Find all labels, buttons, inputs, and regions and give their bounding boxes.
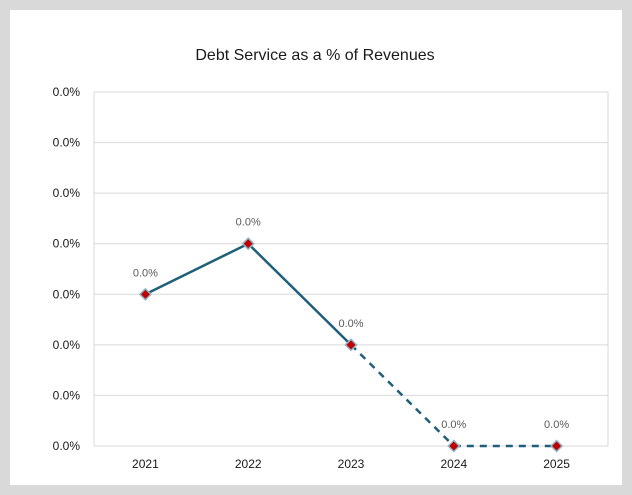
y-tick-label: 0.0% xyxy=(53,287,81,301)
chart-title: Debt Service as a % of Revenues xyxy=(195,47,434,64)
series-segment xyxy=(144,242,249,296)
data-labels: 0.0% 0.0% 0.0% 0.0% 0.0% xyxy=(133,217,569,431)
gridlines xyxy=(93,91,609,447)
y-tick-label: 0.0% xyxy=(53,439,81,453)
x-tick-label: 2024 xyxy=(440,457,467,471)
data-point-marker xyxy=(447,439,461,453)
series-segment xyxy=(247,242,352,346)
y-tick-label: 0.0% xyxy=(53,136,81,150)
x-tick-label: 2025 xyxy=(543,457,570,471)
x-axis-ticks: 2021 2022 2023 2024 2025 xyxy=(132,457,570,471)
plot-area-border xyxy=(93,91,609,447)
y-axis-ticks: 0.0% 0.0% 0.0% 0.0% 0.0% 0.0% 0.0% 0.0% xyxy=(53,85,81,453)
data-point-marker xyxy=(138,287,152,301)
data-label: 0.0% xyxy=(338,318,363,330)
chart-frame: Debt Service as a % of Revenues 0.0% 0.0%… xyxy=(10,10,622,485)
x-tick-label: 2021 xyxy=(132,457,159,471)
y-tick-label: 0.0% xyxy=(53,388,81,402)
data-label: 0.0% xyxy=(544,419,569,431)
data-point-marker xyxy=(344,338,358,352)
series-line xyxy=(144,242,557,448)
y-tick-label: 0.0% xyxy=(53,338,81,352)
y-tick-label: 0.0% xyxy=(53,186,81,200)
data-label: 0.0% xyxy=(236,217,261,229)
data-markers xyxy=(138,237,564,453)
data-label: 0.0% xyxy=(441,419,466,431)
y-tick-label: 0.0% xyxy=(53,237,81,251)
data-point-marker xyxy=(241,237,255,251)
data-point-marker xyxy=(550,439,564,453)
line-chart: Debt Service as a % of Revenues 0.0%0.0%… xyxy=(53,47,609,471)
series-segment xyxy=(350,343,455,447)
x-tick-label: 2022 xyxy=(235,457,262,471)
y-tick-label: 0.0% xyxy=(53,85,81,99)
data-label: 0.0% xyxy=(133,267,158,279)
x-tick-label: 2023 xyxy=(338,457,365,471)
